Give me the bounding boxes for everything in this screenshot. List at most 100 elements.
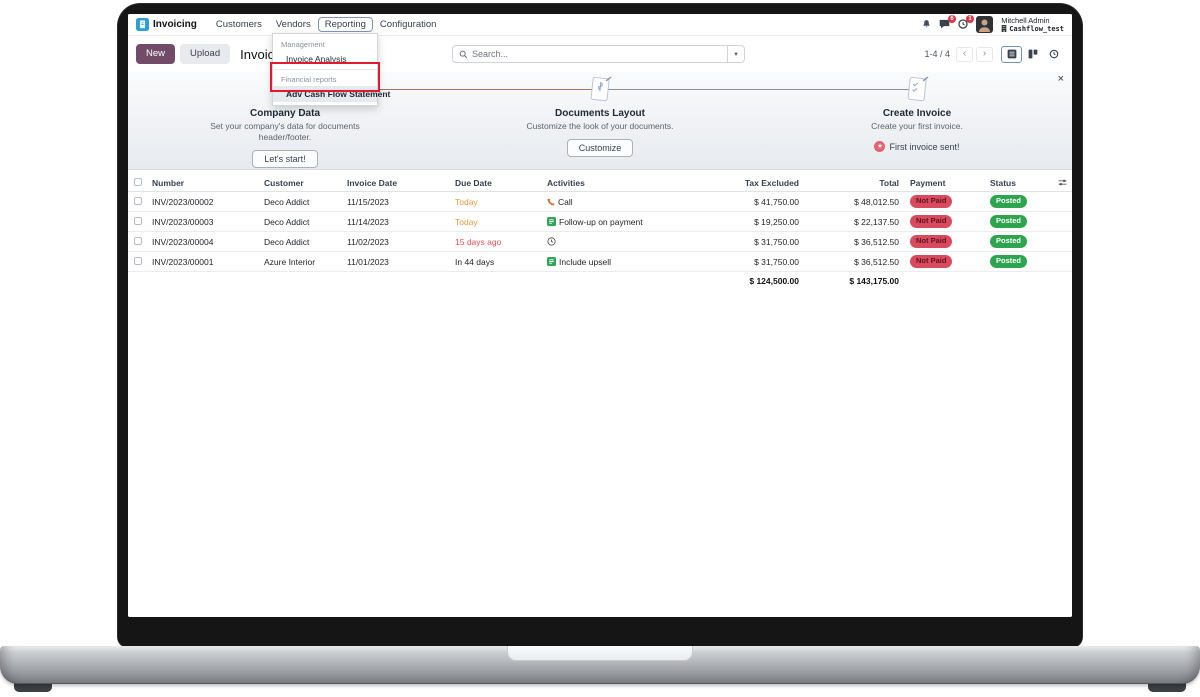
phone-icon (547, 198, 555, 206)
activity-label: Call (558, 196, 573, 207)
invoice-list: Number Customer Invoice Date Due Date Ac… (128, 174, 1072, 290)
banner-close-icon[interactable]: × (1057, 73, 1064, 85)
step-subtitle: Create your first invoice. (871, 121, 963, 131)
clock-icon (547, 237, 556, 246)
menu-vendors[interactable]: Vendors (275, 19, 311, 30)
cell-invoice-date: 11/14/2023 (347, 216, 389, 227)
app-brand[interactable]: Invoicing (136, 18, 197, 31)
col-payment[interactable]: Payment (910, 177, 946, 188)
status-badge: Posted (990, 255, 1028, 268)
col-activities[interactable]: Activities (547, 177, 585, 188)
optional-columns-icon[interactable] (1058, 178, 1067, 189)
row-checkbox[interactable] (134, 256, 142, 265)
cell-customer: Azure Interior (264, 256, 316, 267)
col-total[interactable]: Total (879, 177, 899, 188)
menu-configuration[interactable]: Configuration (379, 19, 437, 30)
pager-next-button[interactable]: › (976, 46, 993, 62)
cell-activities[interactable]: Follow-up on payment (547, 217, 717, 227)
todo-list-icon (547, 257, 556, 266)
cell-invoice-date: 11/01/2023 (347, 256, 389, 267)
menu-item-adv-cash-flow-statement[interactable]: Adv Cash Flow Statement (273, 86, 390, 102)
step-subtitle: Set your company's data for documents he… (210, 121, 360, 143)
user-menu[interactable]: Mitchell Admin Cashflow_test (1001, 16, 1064, 33)
cell-total: $ 36,512.50 (854, 236, 899, 247)
cell-tax-excluded: $ 31,750.00 (754, 236, 799, 247)
lets-start-button[interactable]: Let's start! (252, 150, 318, 169)
search-input[interactable] (468, 49, 727, 59)
search-filters-toggle[interactable]: ▾ (727, 46, 744, 62)
table-row[interactable]: INV/2023/00002 Deco Addict 11/15/2023 To… (128, 192, 1072, 212)
activity-view-button[interactable] (1043, 45, 1064, 63)
cell-activities[interactable]: Call (547, 197, 717, 207)
total-tax-excluded: $ 124,500.00 (749, 276, 799, 286)
cell-activities[interactable]: Include upsell (547, 257, 717, 267)
upload-button[interactable]: Upload (180, 44, 231, 64)
notifications-bell-icon[interactable] (922, 19, 931, 29)
laptop-foot-right (1148, 682, 1186, 692)
table-row[interactable]: INV/2023/00003 Deco Addict 11/14/2023 To… (128, 212, 1072, 232)
menu-customers[interactable]: Customers (215, 19, 262, 30)
messages-icon[interactable]: 6 (939, 15, 957, 29)
navbar-right: 6 1 Mitchell Admin (922, 15, 1064, 33)
col-invoice-date[interactable]: Invoice Date (347, 177, 398, 188)
pager-and-views: 1-4 / 4 ‹ › (924, 45, 1064, 63)
table-row[interactable]: INV/2023/00004 Deco Addict 11/02/2023 15… (128, 232, 1072, 252)
table-row[interactable]: INV/2023/00001 Azure Interior 11/01/2023… (128, 252, 1072, 272)
app-name: Invoicing (153, 19, 197, 30)
pager-range: 1-4 / 4 (924, 49, 950, 59)
todo-list-icon (547, 217, 556, 226)
customize-button[interactable]: Customize (566, 139, 634, 158)
laptop-screen: Invoicing Customers Vendors Reporting Co… (128, 14, 1072, 617)
pager-previous-button[interactable]: ‹ (956, 46, 973, 62)
reporting-dropdown-menu: Management Invoice Analysis Financial re… (272, 33, 390, 106)
control-panel: New Upload Invoices ⚙ ▾ 1-4 / 4 (128, 36, 1072, 72)
status-badge: Posted (990, 235, 1028, 248)
invoice-sent-star-icon: ★ (874, 141, 886, 153)
col-due-date[interactable]: Due Date (455, 177, 492, 188)
activity-label: Include upsell (559, 256, 611, 267)
app-window: Invoicing Customers Vendors Reporting Co… (128, 14, 1072, 617)
view-switcher (1001, 45, 1064, 63)
activities-icon[interactable]: 1 (958, 15, 975, 30)
step-title: Create Invoice (882, 108, 952, 119)
kanban-view-icon (1028, 49, 1037, 59)
row-checkbox[interactable] (134, 216, 142, 225)
activity-view-icon (1049, 49, 1058, 59)
messages-badge: 6 (947, 15, 957, 24)
cell-invoice-date: 11/15/2023 (347, 196, 389, 207)
onboarding-step-documents-layout: Documents Layout Customize the look of y… (490, 75, 710, 158)
invoicing-app-icon (136, 18, 149, 31)
col-tax-excluded[interactable]: Tax Excluded (744, 177, 799, 188)
step-title: Company Data (249, 108, 320, 119)
onboarding-connector-2 (600, 89, 917, 90)
laptop-base (0, 646, 1200, 684)
row-checkbox[interactable] (134, 236, 142, 245)
row-checkbox[interactable] (134, 196, 142, 205)
new-button[interactable]: New (136, 44, 176, 64)
user-avatar[interactable] (976, 15, 994, 33)
kanban-view-button[interactable] (1022, 45, 1043, 63)
cell-customer: Deco Addict (264, 236, 310, 247)
cell-due-date: Today (455, 196, 478, 207)
cell-activities[interactable] (547, 237, 717, 246)
step-subtitle: Customize the look of your documents. (526, 121, 674, 131)
payment-badge: Not Paid (910, 215, 953, 228)
menu-item-invoice-analysis[interactable]: Invoice Analysis (286, 54, 347, 64)
step-title: Documents Layout (554, 108, 645, 119)
cell-number: INV/2023/00004 (152, 236, 214, 247)
user-name: Mitchell Admin (1001, 15, 1050, 25)
laptop-foot-left (14, 682, 52, 692)
onboarding-connector-1 (285, 89, 600, 90)
company-name: Cashflow_test (1001, 25, 1064, 33)
cell-invoice-date: 11/02/2023 (347, 236, 389, 247)
search-bar: ▾ (452, 45, 745, 63)
col-status[interactable]: Status (990, 177, 1016, 188)
select-all-checkbox[interactable] (134, 177, 142, 186)
col-number[interactable]: Number (152, 177, 185, 188)
menu-reporting[interactable]: Reporting (317, 17, 373, 32)
col-customer[interactable]: Customer (264, 177, 304, 188)
table-header-row: Number Customer Invoice Date Due Date Ac… (128, 174, 1072, 192)
cell-customer: Deco Addict (264, 216, 310, 227)
dropdown-section-financial-reports: Financial reports (281, 75, 337, 84)
list-view-button[interactable] (1001, 45, 1022, 63)
